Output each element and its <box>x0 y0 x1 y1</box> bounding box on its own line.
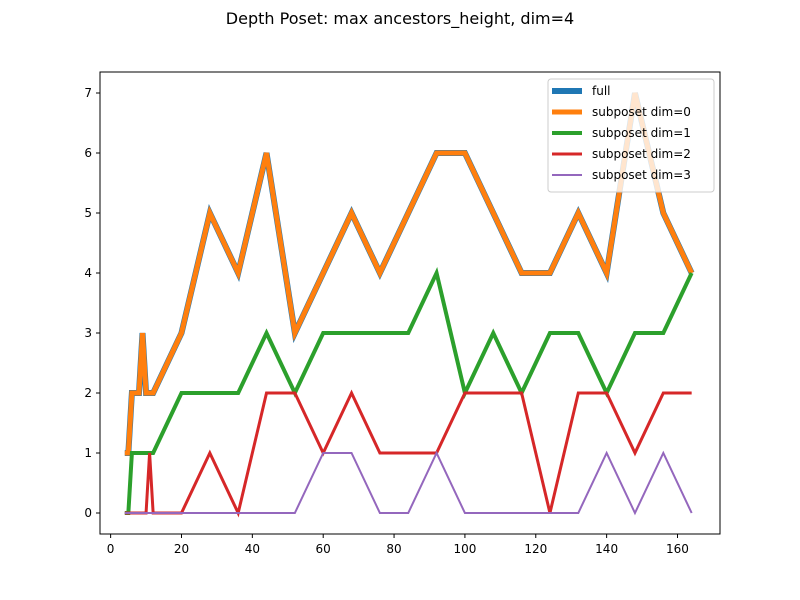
axes-frame <box>99 71 721 535</box>
y-tick-label: 4 <box>84 266 92 280</box>
legend-label: subposet dim=3 <box>592 168 691 182</box>
chart-title: Depth Poset: max ancestors_height, dim=4 <box>226 9 574 29</box>
y-tick-label: 6 <box>84 146 92 160</box>
series-layer <box>124 92 695 518</box>
y-tick-label: 3 <box>84 326 92 340</box>
legend-label: subposet dim=0 <box>592 105 691 119</box>
x-tick-label: 120 <box>524 542 547 556</box>
y-tick-label: 2 <box>84 386 92 400</box>
y-tick-label: 5 <box>84 206 92 220</box>
x-tick-label: 80 <box>386 542 401 556</box>
series-line-1 <box>124 92 694 456</box>
x-tick-label: 60 <box>316 542 331 556</box>
legend-label: full <box>592 84 611 98</box>
x-tick-label: 100 <box>453 542 476 556</box>
x-tick-label: 140 <box>595 542 618 556</box>
y-tick-label: 1 <box>84 446 92 460</box>
legend-label: subposet dim=1 <box>592 126 691 140</box>
series-line-4 <box>124 450 693 516</box>
legend-label: subposet dim=2 <box>592 147 691 161</box>
legend-box <box>547 78 715 193</box>
y-tick-label: 7 <box>84 86 92 100</box>
series-line-2 <box>124 266 694 515</box>
x-axis: 0 20 40 60 80 100 120 140 160 <box>107 534 689 556</box>
x-tick-label: 160 <box>666 542 689 556</box>
legend: full subposet dim=0 subposet dim=1 subposet… <box>547 78 715 193</box>
x-tick-label: 0 <box>107 542 115 556</box>
y-axis: 0 1 2 3 4 5 6 7 <box>84 86 100 520</box>
x-tick-label: 20 <box>174 542 189 556</box>
x-tick-label: 40 <box>245 542 260 556</box>
y-tick-label: 0 <box>84 506 92 520</box>
